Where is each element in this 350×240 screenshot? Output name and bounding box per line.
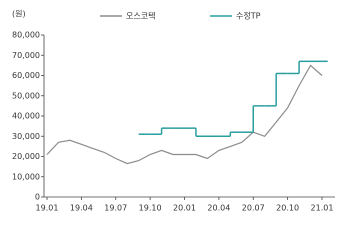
y-tick-label: 20,000 [12, 152, 40, 161]
x-tick-label: 20.07 [242, 204, 265, 213]
y-tick-label: 40,000 [12, 112, 40, 121]
x-tick-label: 19.10 [139, 204, 162, 213]
x-tick-label: 20.04 [207, 204, 230, 213]
x-tick-label: 20.10 [276, 204, 299, 213]
chart: (원) 0 10,000 20,000 30,000 40,000 50,000 60,00… [12, 10, 335, 213]
x-tick-label: 19.04 [70, 204, 93, 213]
y-tick-label: 30,000 [12, 132, 40, 141]
y-tick-label: 0 [35, 193, 40, 202]
y-tick-label: 50,000 [12, 91, 40, 100]
x-tick-label: 19.01 [36, 204, 59, 213]
y-tick-label: 10,000 [12, 172, 40, 181]
legend-label: 오스코텍 [126, 11, 155, 21]
legend-label: 수정TP [236, 11, 261, 21]
y-tick-label: 70,000 [12, 51, 40, 60]
price-line [46, 64, 323, 165]
y-tick-label: 60,000 [12, 71, 40, 80]
x-tick-label: 19.07 [104, 204, 127, 213]
x-tick-label: 20.01 [173, 204, 196, 213]
y-tick-label: 80,000 [12, 31, 40, 40]
x-tick-label: 21.01 [311, 204, 334, 213]
y-unit-label: (원) [12, 10, 26, 19]
